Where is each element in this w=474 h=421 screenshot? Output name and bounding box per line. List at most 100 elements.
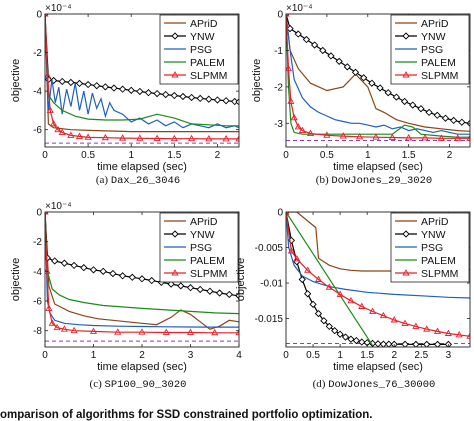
marker-ynw [425,108,433,117]
marker-ynw [401,340,409,347]
x-tick-label: 2 [139,350,145,361]
marker-ynw [347,335,355,343]
y-tick-label: -2 [33,237,42,248]
marker-ynw [384,89,392,97]
axes-frame [285,211,471,348]
marker-ynw [368,79,376,87]
x-tick-label: 0 [42,150,48,161]
y-tick-label: -4 [33,267,42,278]
marker-ynw [75,79,84,88]
marker-slpmm [84,133,92,140]
marker-ynw [412,340,420,347]
y-tick-label: -6 [33,297,42,308]
marker-slpmm [101,133,109,141]
marker-slpmm [466,332,470,339]
marker-slpmm [136,134,144,141]
y-exponent-label: ×10⁻⁴ [45,201,72,212]
figure-caption: omparison of algorithms for SSD constrai… [0,409,372,421]
series-line-psg [286,14,470,135]
marker-slpmm [293,254,301,262]
marker-slpmm [45,304,53,311]
x-tick-label: 2.5 [414,350,428,361]
marker-ynw [177,282,185,290]
marker-slpmm [162,328,170,335]
marker-ynw [320,317,328,325]
marker-slpmm [390,316,398,323]
marker-slpmm [444,329,452,336]
marker-ynw [331,327,339,335]
subplot-d: 0 0.5 1 1.5 2 2.5 3 0 -0.005 -0.01 -0.015 time elap… [235,208,471,391]
legend-label-slpmm: SLPMM [190,268,227,280]
marker-ynw [379,340,388,347]
marker-ynw [309,300,317,309]
marker-ynw [374,340,382,347]
marker-slpmm [304,266,312,273]
x-axis-label: time elapsed (sec) [333,161,423,173]
marker-ynw [235,98,239,106]
series-line-aprid [45,212,239,330]
marker-slpmm [205,134,213,142]
subplot-caption: (a) Dax_26_3046 [96,174,180,187]
marker-slpmm [222,134,230,142]
marker-ynw [148,276,156,285]
marker-slpmm [358,302,366,309]
marker-slpmm [211,328,219,336]
y-axis-label: objective [251,59,263,102]
legend-label-psg: PSG [421,242,443,254]
series-line-aprid [45,14,239,133]
marker-slpmm [306,129,315,136]
x-tick-label: 1.5 [360,350,374,361]
marker-ynw [231,97,239,106]
series-line-psg [45,14,239,129]
x-tick-label: 1 [128,150,134,161]
marker-ynw [58,77,66,86]
marker-ynw [118,85,127,93]
x-tick-label: 4 [236,350,242,361]
marker-ynw [314,309,323,318]
marker-ynw [225,290,233,299]
marker-slpmm [119,134,127,141]
marker-slpmm [235,134,239,142]
caption-prefix: (c) [90,378,105,390]
marker-ynw [196,94,204,103]
marker-slpmm [287,247,295,254]
series-line-palem [286,212,374,346]
y-exponent-label: ×10⁻⁴ [286,3,313,14]
y-tick-label: 0 [36,208,42,219]
marker-slpmm [235,328,239,336]
marker-ynw [144,89,153,97]
marker-ynw [186,284,195,292]
marker-ynw [162,90,170,99]
legend-label-ynw: YNW [190,31,215,43]
marker-slpmm [336,290,344,297]
caption-prefix: (d) [313,378,329,390]
marker-ynw [392,93,401,101]
legend-label-aprid: APriD [421,18,449,30]
y-tick-label: -0.01 [260,279,283,290]
legend-label-ynw: YNW [421,229,446,241]
x-tick-label: 1 [91,350,97,361]
legend-label-psg: PSG [190,44,212,56]
marker-ynw [441,114,450,122]
caption-name: DowJones_29_3020 [331,175,432,187]
marker-ynw [51,257,59,265]
marker-ynw [170,91,178,100]
marker-slpmm [186,328,195,335]
subplot-caption: (b) DowJones_29_3020 [316,174,432,187]
marker-ynw [93,82,101,90]
marker-ynw [335,57,343,66]
marker-ynw [196,285,204,294]
x-axis-label: time elapsed (sec) [97,361,187,373]
x-tick-label: 0.5 [306,350,320,361]
y-tick-label: -3 [274,119,283,130]
marker-slpmm [454,134,462,141]
marker-ynw [80,263,88,272]
series-line-ynw [45,212,239,297]
marker-slpmm [323,131,331,138]
legend-label-palem: PALEM [190,57,225,69]
series-line-palem [45,212,239,315]
marker-slpmm [347,296,355,304]
marker-slpmm [58,128,66,135]
